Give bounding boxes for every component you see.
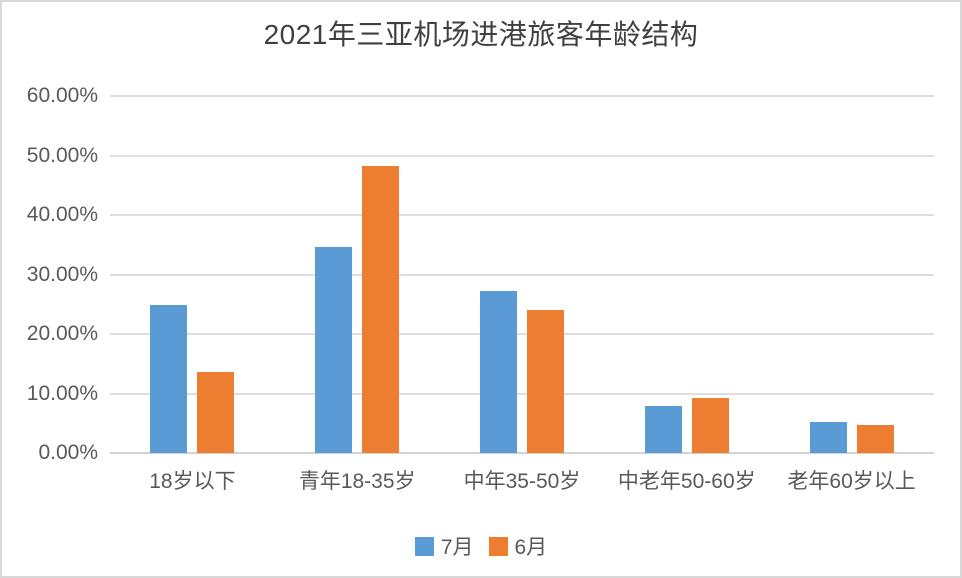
gridline [110, 95, 934, 97]
y-axis-tick-label: 20.00% [26, 322, 98, 345]
x-axis-category-label: 老年60岁以上 [787, 470, 916, 493]
gridline [110, 214, 934, 217]
bar-6月-青年18-35岁 [362, 166, 400, 453]
bar-6月-18岁以下 [197, 371, 235, 453]
gridline [110, 333, 934, 336]
legend-swatch-icon [414, 536, 434, 556]
bar-7月-老年60岁以上 [809, 422, 847, 453]
bar-group [604, 96, 769, 453]
y-axis-tick-label: 40.00% [26, 203, 98, 226]
legend-item: 6月 [488, 531, 548, 561]
bar-6月-中老年50-60岁 [691, 398, 729, 453]
bar-7月-青年18-35岁 [315, 246, 353, 453]
bar-7月-18岁以下 [150, 304, 188, 453]
y-axis-tick-label: 60.00% [26, 84, 98, 107]
legend-item: 7月 [414, 531, 474, 561]
gridline [110, 154, 934, 157]
gridline [110, 392, 934, 395]
y-axis-tick-label: 50.00% [26, 143, 98, 167]
x-axis-line [110, 452, 934, 454]
bar-7月-中年35-50岁 [479, 291, 517, 453]
chart-title: 2021年三亚机场进港旅客年龄结构 [263, 19, 699, 50]
bar-group [769, 96, 934, 453]
y-axis-tick-label: 0.00% [38, 441, 98, 464]
plot-area [110, 95, 934, 454]
x-axis-category-label: 18岁以下 [149, 470, 236, 493]
bar-groups [110, 96, 934, 453]
gridline [110, 273, 934, 276]
legend-label: 7月 [440, 536, 474, 559]
y-axis-tick-label: 10.00% [26, 381, 98, 405]
bar-7月-中老年50-60岁 [644, 406, 682, 453]
x-axis-category-label: 中老年50-60岁 [617, 470, 756, 493]
bar-group [110, 96, 275, 453]
legend-label: 6月 [514, 536, 548, 559]
legend: 7月 6月 [2, 531, 960, 561]
bar-group [440, 96, 605, 453]
y-axis-tick-label: 30.00% [26, 262, 98, 286]
bar-group [275, 96, 440, 453]
bar-6月-老年60岁以上 [856, 425, 894, 453]
x-axis-category-label: 青年18-35岁 [298, 470, 416, 493]
bar-6月-中年35-50岁 [526, 309, 564, 453]
x-axis-category-label: 中年35-50岁 [463, 470, 581, 493]
legend-swatch-icon [488, 536, 508, 556]
y-axis: 0.00% 10.00% 20.00% 30.00% 40.00% 50.00% 60.00… [2, 84, 98, 464]
x-axis: 18岁以下 青年18-35岁 中年35-50岁 中老年50-60岁 老年60岁以上 [110, 465, 934, 495]
